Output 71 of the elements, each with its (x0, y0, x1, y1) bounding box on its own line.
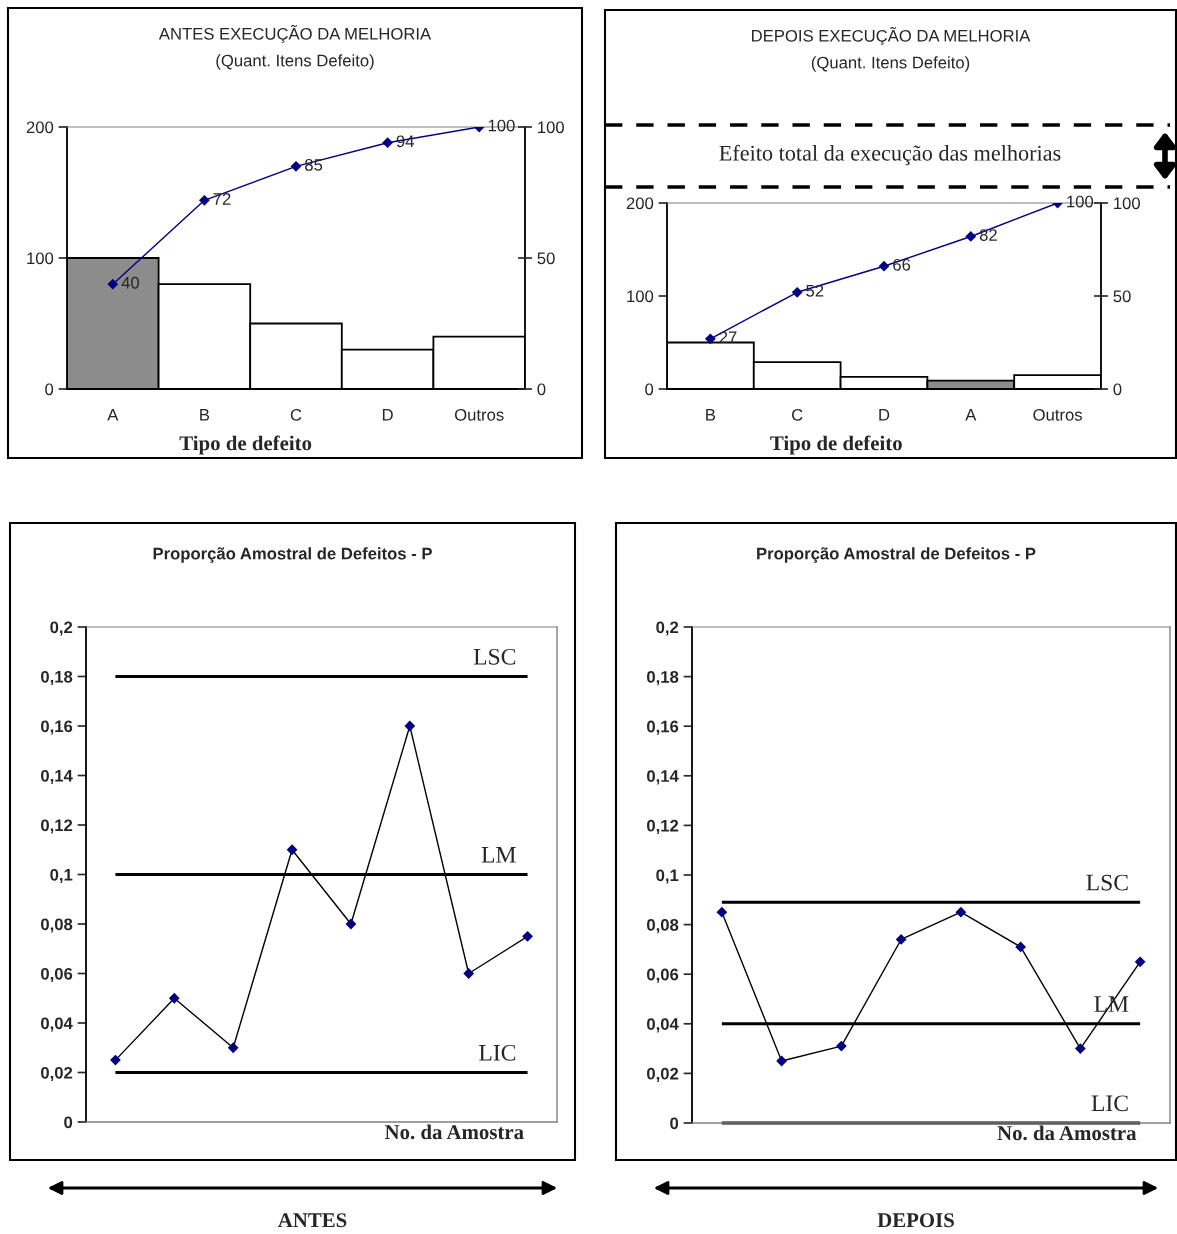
y-tick-label: 0,08 (647, 919, 679, 934)
y2-tick-label: 50 (1113, 290, 1131, 303)
data-label: 66 (893, 258, 911, 271)
y2-tick-label: 0 (537, 383, 546, 396)
y2-tick-label: 100 (538, 121, 564, 134)
x-tick-label: A (107, 409, 119, 421)
x-tick-label: D (879, 409, 890, 421)
y-tick-label: 0,08 (41, 918, 73, 933)
y-tick-label: 0,16 (41, 720, 73, 735)
data-label: 72 (213, 193, 231, 205)
text: ANTES (277, 1213, 347, 1228)
data-label: 52 (806, 284, 824, 297)
ref-line-label: LSC (473, 648, 516, 665)
y-tick-label: 0,2 (50, 621, 73, 636)
y-tick-label: 0,16 (647, 720, 679, 735)
y-tick-label: 200 (26, 121, 54, 134)
ref-line-label: LSC (1086, 874, 1128, 891)
ref-line-label: LIC (479, 1044, 516, 1061)
y-tick-label: 0 (645, 383, 654, 396)
x-tick-label: B (200, 409, 210, 421)
chart-title: DEPOIS EXECUÇÃO DA MELHORIA (752, 26, 1031, 46)
x-axis-title: No. da Amostra (997, 1125, 1137, 1141)
data-label: 85 (305, 158, 323, 171)
data-label: 82 (979, 229, 997, 241)
ref-line-label: LM (481, 847, 516, 863)
y-tick-label: 0,1 (656, 869, 679, 884)
text: DEPOIS (877, 1213, 954, 1228)
y-tick-label: 0,12 (647, 819, 679, 835)
y-tick-label: 0,02 (41, 1066, 73, 1082)
y2-tick-label: 0 (1113, 383, 1122, 396)
y2-tick-label: 100 (1114, 197, 1140, 210)
y-tick-label: 200 (626, 197, 654, 210)
text: Efeito total da execução das melhorias (719, 144, 1061, 166)
x-tick-label: C (290, 408, 302, 421)
y-tick-label: 100 (627, 290, 654, 303)
x-axis-title: No. da Amostra (384, 1124, 524, 1140)
y-tick-label: 0,02 (647, 1067, 679, 1083)
ref-line-label: LIC (1091, 1095, 1128, 1112)
y-tick-label: 0,04 (647, 1018, 679, 1033)
chart-subtitle: (Quant. Itens Defeito) (811, 56, 970, 72)
data-label: 27 (719, 331, 737, 344)
y-tick-label: 0,06 (647, 968, 679, 983)
x-tick-label: B (706, 409, 716, 421)
data-label: 40 (121, 276, 140, 289)
y-tick-label: 0,12 (41, 819, 73, 834)
y-tick-label: 0,04 (41, 1017, 73, 1032)
x-tick-label: D (382, 409, 393, 421)
x-tick-label: C (792, 408, 803, 421)
x-axis-title: Tipo de defeito (179, 435, 312, 455)
x-tick-label: Outros (1033, 408, 1083, 421)
x-tick-label: Outros (454, 408, 504, 421)
y-tick-label: 0 (45, 383, 54, 396)
y-tick-label: 0 (64, 1116, 73, 1129)
data-label: 100 (1067, 195, 1094, 208)
data-label: 100 (488, 119, 515, 132)
y-tick-label: 0,1 (50, 868, 73, 884)
y2-tick-label: 50 (537, 252, 555, 265)
y-tick-label: 0,2 (656, 621, 679, 636)
chart-title: Proporção Amostral de Defeitos - P (153, 547, 432, 563)
y-tick-label: 0 (670, 1117, 679, 1130)
chart-title: Proporção Amostral de Defeitos - P (757, 547, 1036, 563)
y-tick-label: 0,14 (41, 769, 73, 785)
x-tick-label: A (965, 409, 977, 421)
chart-subtitle: (Quant. Itens Defeito) (216, 54, 374, 70)
y-tick-label: 100 (27, 252, 54, 265)
y-tick-label: 0,14 (647, 770, 679, 785)
y-tick-label: 0,06 (41, 967, 73, 983)
y-tick-label: 0,18 (41, 670, 73, 686)
x-axis-title: Tipo de defeito (770, 435, 902, 455)
y-tick-label: 0,18 (647, 671, 679, 686)
chart-title: ANTES EXECUÇÃO DA MELHORIA (158, 24, 432, 44)
